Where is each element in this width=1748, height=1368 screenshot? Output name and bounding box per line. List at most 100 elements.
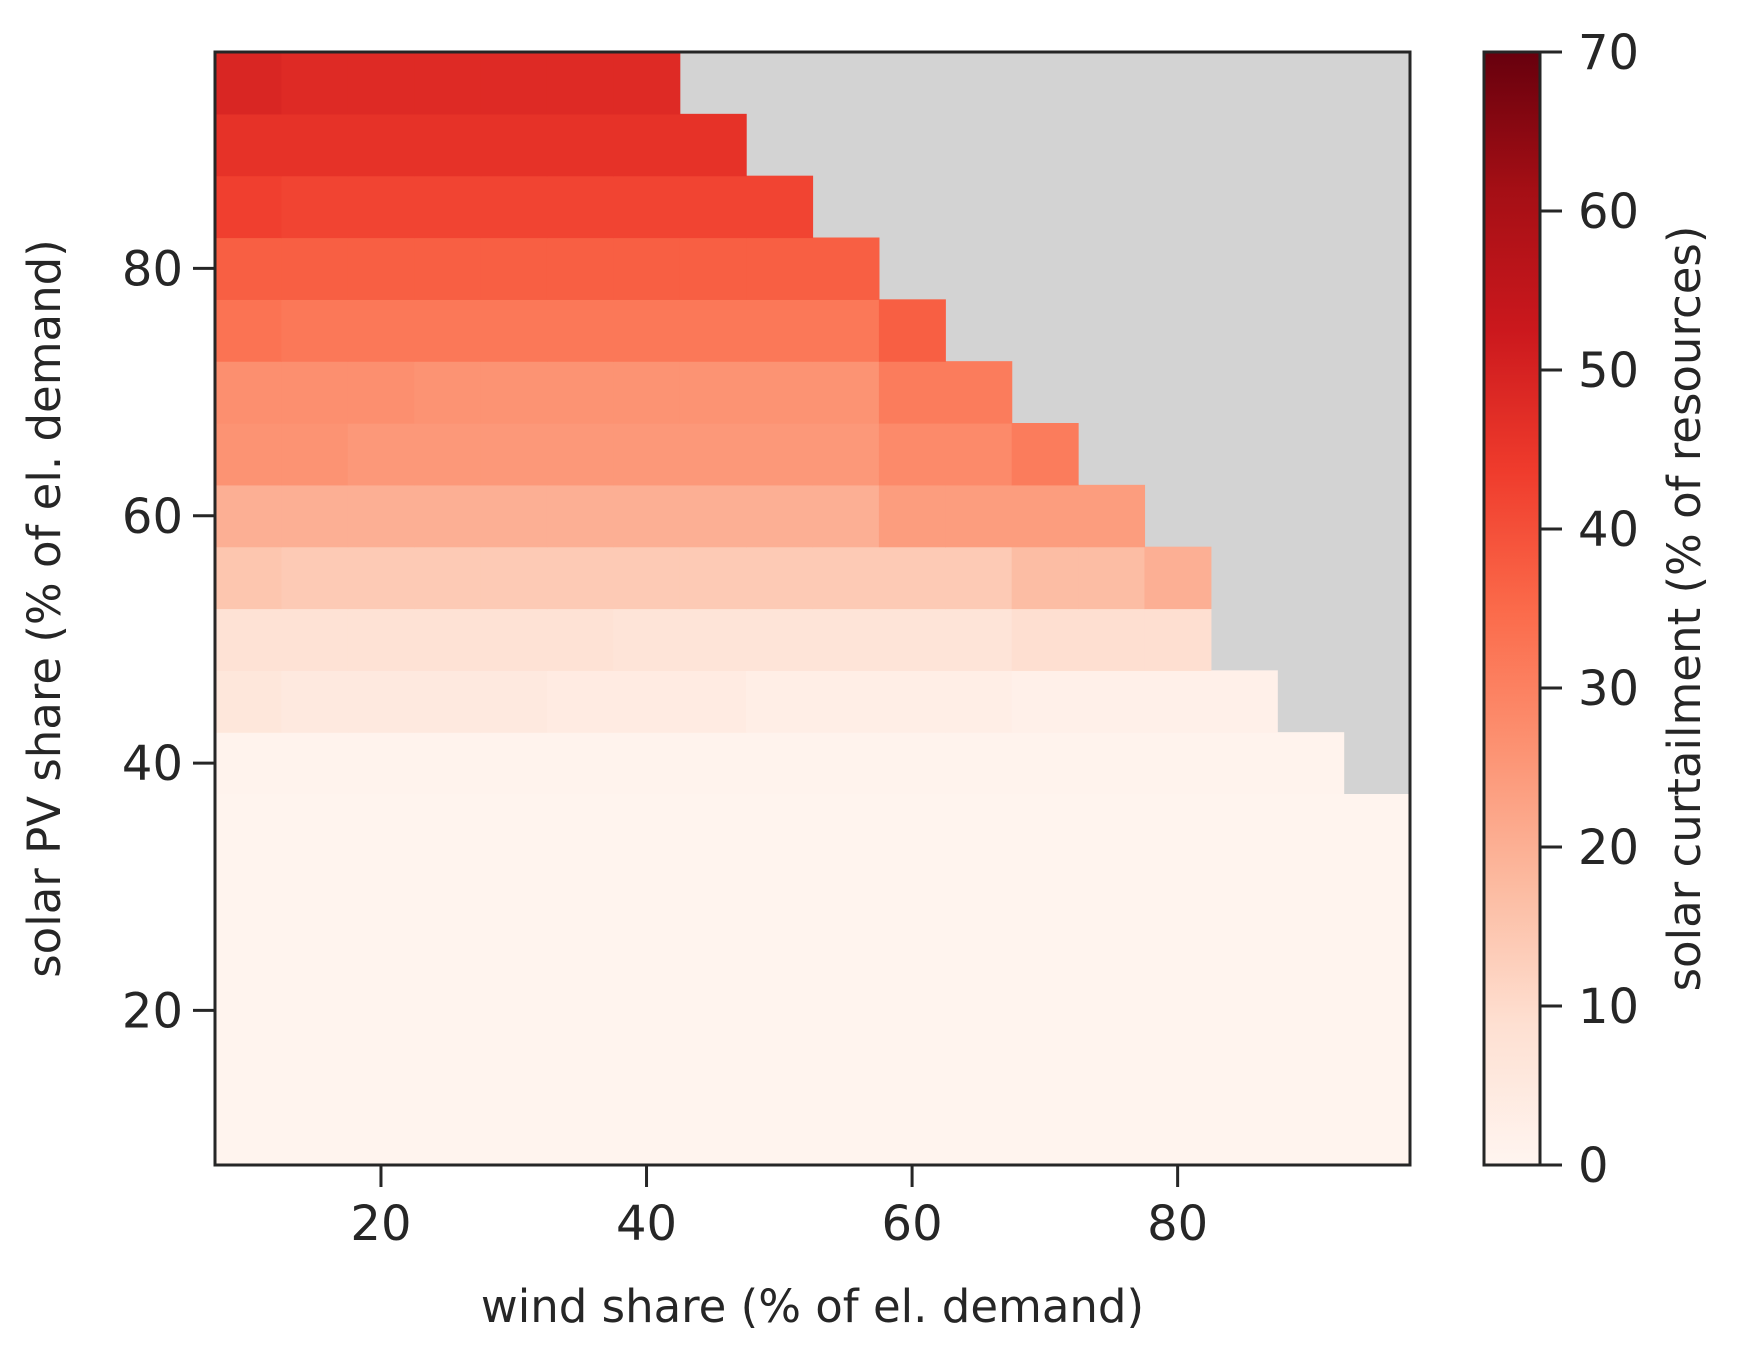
heatmap-cell [1277, 855, 1345, 919]
heatmap-cell [1078, 1103, 1146, 1166]
heatmap-cell [812, 732, 880, 795]
heatmap-cell [679, 484, 747, 548]
heatmap-cell [1277, 979, 1345, 1042]
heatmap-cell [945, 855, 1013, 919]
heatmap-cell [1277, 1103, 1345, 1166]
plot-frame [213, 50, 1412, 1167]
heatmap-cell [414, 361, 482, 424]
heatmap-cell [480, 546, 548, 610]
heatmap-cell [1343, 917, 1411, 981]
heatmap-cell [613, 546, 681, 610]
heatmap-cell [281, 732, 349, 795]
heatmap-cell [1011, 670, 1079, 733]
heatmap-cell [546, 608, 614, 671]
heatmap-cells [215, 52, 1411, 1166]
heatmap-cell [679, 113, 747, 177]
heatmap-cell [546, 546, 614, 610]
heatmap-cell [945, 979, 1013, 1042]
heatmap-cell [945, 1103, 1013, 1166]
heatmap-cell [480, 670, 548, 733]
heatmap-cell [215, 175, 282, 239]
heatmap-cell [679, 546, 747, 610]
heatmap-cell [414, 917, 482, 981]
heatmap-cell [746, 361, 814, 424]
heatmap-cell [414, 423, 482, 486]
heatmap-cell [1144, 546, 1212, 610]
heatmap-cell [414, 175, 482, 239]
heatmap-cell [281, 299, 349, 362]
heatmap-cell [613, 979, 681, 1042]
heatmap-cell [347, 484, 415, 548]
heatmap-cell [1277, 794, 1345, 857]
heatmap-cell [746, 855, 814, 919]
heatmap-cell [215, 113, 282, 177]
colorbar-tick-label: 70 [1578, 25, 1639, 81]
heatmap-cell [215, 917, 282, 981]
heatmap-cell [1210, 670, 1278, 733]
heatmap-cell [1210, 979, 1278, 1042]
heatmap-cell [480, 175, 548, 239]
heatmap-cell [281, 484, 349, 548]
heatmap-cell [1011, 855, 1079, 919]
heatmap-cell [945, 546, 1013, 610]
heatmap-cell [480, 237, 548, 300]
heatmap-cell [347, 732, 415, 795]
heatmap-cell [746, 732, 814, 795]
colorbar-tick-label: 40 [1578, 502, 1639, 558]
heatmap-cell [945, 484, 1013, 548]
heatmap-cell [613, 113, 681, 177]
heatmap-cell [613, 855, 681, 919]
heatmap-cell [281, 361, 349, 424]
heatmap-cell [1078, 732, 1146, 795]
heatmap-cell [281, 670, 349, 733]
heatmap-cell [414, 855, 482, 919]
heatmap-cell [347, 113, 415, 177]
heatmap-cell [347, 670, 415, 733]
heatmap-cell [347, 1103, 415, 1166]
heatmap-cell [546, 175, 614, 239]
heatmap-cell [281, 423, 349, 486]
heatmap-cell [878, 1041, 946, 1104]
heatmap-cell [1210, 1041, 1278, 1104]
heatmap-cell [945, 423, 1013, 486]
heatmap-cell [1144, 794, 1212, 857]
heatmap-cell [347, 52, 415, 115]
heatmap-cell [613, 732, 681, 795]
heatmap-cell [945, 608, 1013, 671]
heatmap-cell [215, 855, 282, 919]
heatmap-cell [1144, 608, 1212, 671]
heatmap-cell [347, 237, 415, 300]
colorbar-tick-label: 30 [1578, 661, 1639, 717]
heatmap-cell [746, 546, 814, 610]
heatmap-cell [1078, 484, 1146, 548]
heatmap-cell [1011, 608, 1079, 671]
heatmap-cell [281, 855, 349, 919]
heatmap-cell [679, 608, 747, 671]
x-tick-label: 20 [350, 1196, 411, 1252]
heatmap-cell [1144, 979, 1212, 1042]
heatmap-cell [746, 299, 814, 362]
heatmap-cell [613, 484, 681, 548]
heatmap-cell [215, 546, 282, 610]
heatmap-cell [812, 546, 880, 610]
heatmap-cell [546, 113, 614, 177]
heatmap-cell [1210, 855, 1278, 919]
heatmap-cell [1011, 1041, 1079, 1104]
heatmap-cell [1078, 917, 1146, 981]
heatmap-cell [746, 423, 814, 486]
heatmap-cell [480, 732, 548, 795]
heatmap-cell [679, 794, 747, 857]
heatmap-cell [546, 484, 614, 548]
heatmap-cell [679, 175, 747, 239]
heatmap-cell [1011, 546, 1079, 610]
heatmap-cell [878, 979, 946, 1042]
heatmap-cell [1210, 794, 1278, 857]
heatmap-cell [414, 484, 482, 548]
heatmap-cell [546, 237, 614, 300]
heatmap-cell [215, 237, 282, 300]
heatmap-cell [1210, 732, 1278, 795]
y-tick-label: 60 [122, 489, 183, 545]
heatmap-cell [679, 917, 747, 981]
